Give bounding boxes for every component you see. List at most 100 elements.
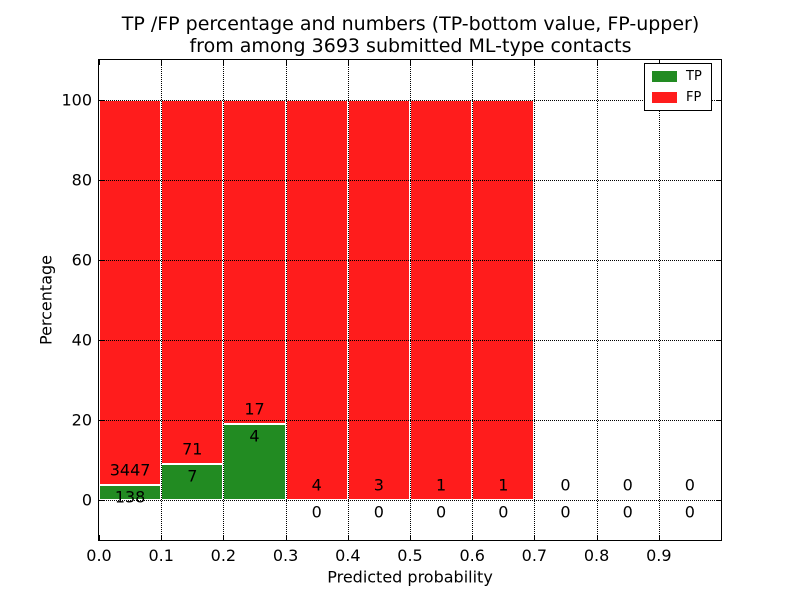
x-tick-top-0.5 — [410, 60, 411, 65]
annotation-tp-8: 0 — [622, 502, 633, 522]
fp-swatch-icon — [652, 92, 677, 103]
y-tick-label-60: 60 — [71, 250, 92, 270]
x-tick-label-0.4: 0.4 — [335, 546, 361, 565]
x-tick-label-0.1: 0.1 — [148, 546, 174, 565]
x-tick-top-0.4 — [347, 60, 349, 65]
x-tick-bottom-0.4 — [347, 535, 349, 540]
y-tick-label-80: 80 — [71, 170, 92, 190]
y-tick-left-20 — [99, 420, 104, 421]
x-tick-bottom-0.1 — [161, 535, 163, 540]
annotation-tp-3: 0 — [311, 502, 322, 522]
y-tick-label-40: 40 — [71, 330, 92, 350]
bar-fp-1 — [161, 100, 224, 465]
y-tick-label-100: 100 — [61, 90, 92, 110]
y-tick-right-0 — [716, 500, 721, 501]
gridline-x-0.9 — [658, 60, 660, 540]
gridline-x-0.8 — [596, 60, 598, 540]
y-tick-label-0: 0 — [81, 490, 92, 510]
bar-tp-0 — [99, 484, 162, 500]
gridline-x-0.2 — [223, 60, 225, 540]
x-tick-label-0.5: 0.5 — [397, 546, 423, 565]
legend-label-fp: FP — [686, 90, 702, 105]
tp-swatch-icon — [652, 71, 677, 82]
x-tick-bottom-0.2 — [223, 535, 225, 540]
y-tick-right-100 — [716, 100, 721, 101]
annotation-fp-8: 0 — [622, 475, 633, 495]
x-tick-label-0.3: 0.3 — [272, 546, 299, 565]
annotation-tp-0: 138 — [114, 487, 146, 507]
legend-item-fp: FP — [652, 91, 702, 104]
x-tick-bottom-0.5 — [410, 535, 411, 540]
annotation-fp-1: 71 — [182, 439, 203, 459]
annotation-tp-1: 7 — [187, 466, 198, 486]
annotation-tp-9: 0 — [684, 502, 695, 522]
y-tick-left-100 — [99, 100, 104, 101]
x-tick-top-0.0 — [99, 60, 100, 65]
annotation-tp-7: 0 — [560, 502, 571, 522]
gridline-x-0.1 — [161, 60, 163, 540]
legend-item-tp: TP — [652, 70, 702, 83]
x-tick-label-0.7: 0.7 — [521, 546, 548, 565]
annotation-tp-4: 0 — [373, 502, 384, 522]
annotation-fp-0: 3447 — [109, 460, 151, 480]
x-tick-top-0.6 — [472, 60, 474, 65]
x-tick-bottom-0.0 — [99, 535, 100, 540]
annotation-tp-2: 4 — [249, 426, 260, 446]
gridline-x-0.3 — [285, 60, 287, 540]
bar-fp-2 — [223, 100, 286, 424]
x-tick-top-0.2 — [223, 60, 225, 65]
bar-fp-4 — [347, 100, 410, 500]
y-tick-left-0 — [99, 500, 104, 501]
x-tick-top-0.3 — [285, 60, 287, 65]
gridline-x-0.7 — [534, 60, 536, 540]
x-tick-bottom-0.7 — [534, 535, 536, 540]
gridline-y-0 — [99, 500, 721, 501]
y-tick-right-20 — [716, 420, 721, 421]
gridline-y-40 — [99, 340, 721, 341]
y-tick-left-80 — [99, 180, 104, 181]
gridline-x-0.4 — [347, 60, 349, 540]
gridline-y-80 — [99, 180, 721, 181]
chart-title-line1: TP /FP percentage and numbers (TP-bottom… — [121, 13, 700, 35]
x-tick-label-0.9: 0.9 — [646, 546, 672, 565]
bar-tp-2 — [223, 423, 286, 500]
annotation-fp-4: 3 — [373, 475, 384, 495]
gridline-x-0.5 — [410, 60, 411, 540]
annotation-fp-3: 4 — [311, 475, 322, 495]
x-tick-bottom-0.6 — [472, 535, 474, 540]
y-tick-right-40 — [716, 340, 721, 341]
bar-fp-3 — [285, 100, 348, 500]
gridline-y-60 — [99, 260, 721, 261]
x-tick-bottom-0.3 — [285, 535, 287, 540]
annotation-tp-6: 0 — [498, 502, 509, 522]
annotation-fp-7: 0 — [560, 475, 571, 495]
legend: TP FP — [644, 63, 712, 111]
bar-tp-1 — [161, 464, 224, 500]
chart-title: TP /FP percentage and numbers (TP-bottom… — [99, 13, 722, 57]
bar-fp-5 — [410, 100, 473, 500]
y-tick-right-80 — [716, 180, 721, 181]
gridline-x-0.6 — [472, 60, 474, 540]
bar-fp-6 — [472, 100, 535, 500]
x-tick-bottom-0.9 — [658, 535, 660, 540]
x-tick-label-0.0: 0.0 — [86, 546, 112, 565]
annotation-fp-6: 1 — [498, 475, 509, 495]
y-tick-right-60 — [716, 260, 721, 261]
x-tick-label-0.8: 0.8 — [583, 546, 610, 565]
gridline-y-20 — [99, 420, 721, 421]
gridline-y-100 — [99, 100, 721, 101]
x-tick-top-0.8 — [596, 60, 598, 65]
annotation-fp-9: 0 — [684, 475, 695, 495]
x-tick-top-0.9 — [658, 60, 660, 65]
x-axis-label: Predicted probability — [327, 567, 493, 587]
y-tick-left-40 — [99, 340, 104, 341]
legend-label-tp: TP — [686, 69, 702, 84]
annotation-fp-2: 17 — [244, 399, 265, 419]
plot-area: 3447 138 71 7 17 4 4 0 3 0 1 0 1 0 0 0 0 0 0 0 — [98, 59, 722, 541]
x-tick-label-0.2: 0.2 — [210, 546, 237, 565]
x-tick-top-0.1 — [161, 60, 163, 65]
y-tick-label-20: 20 — [71, 410, 92, 430]
chart-title-line2: from among 3693 submitted ML-type contac… — [189, 35, 632, 57]
y-tick-left-60 — [99, 260, 104, 261]
